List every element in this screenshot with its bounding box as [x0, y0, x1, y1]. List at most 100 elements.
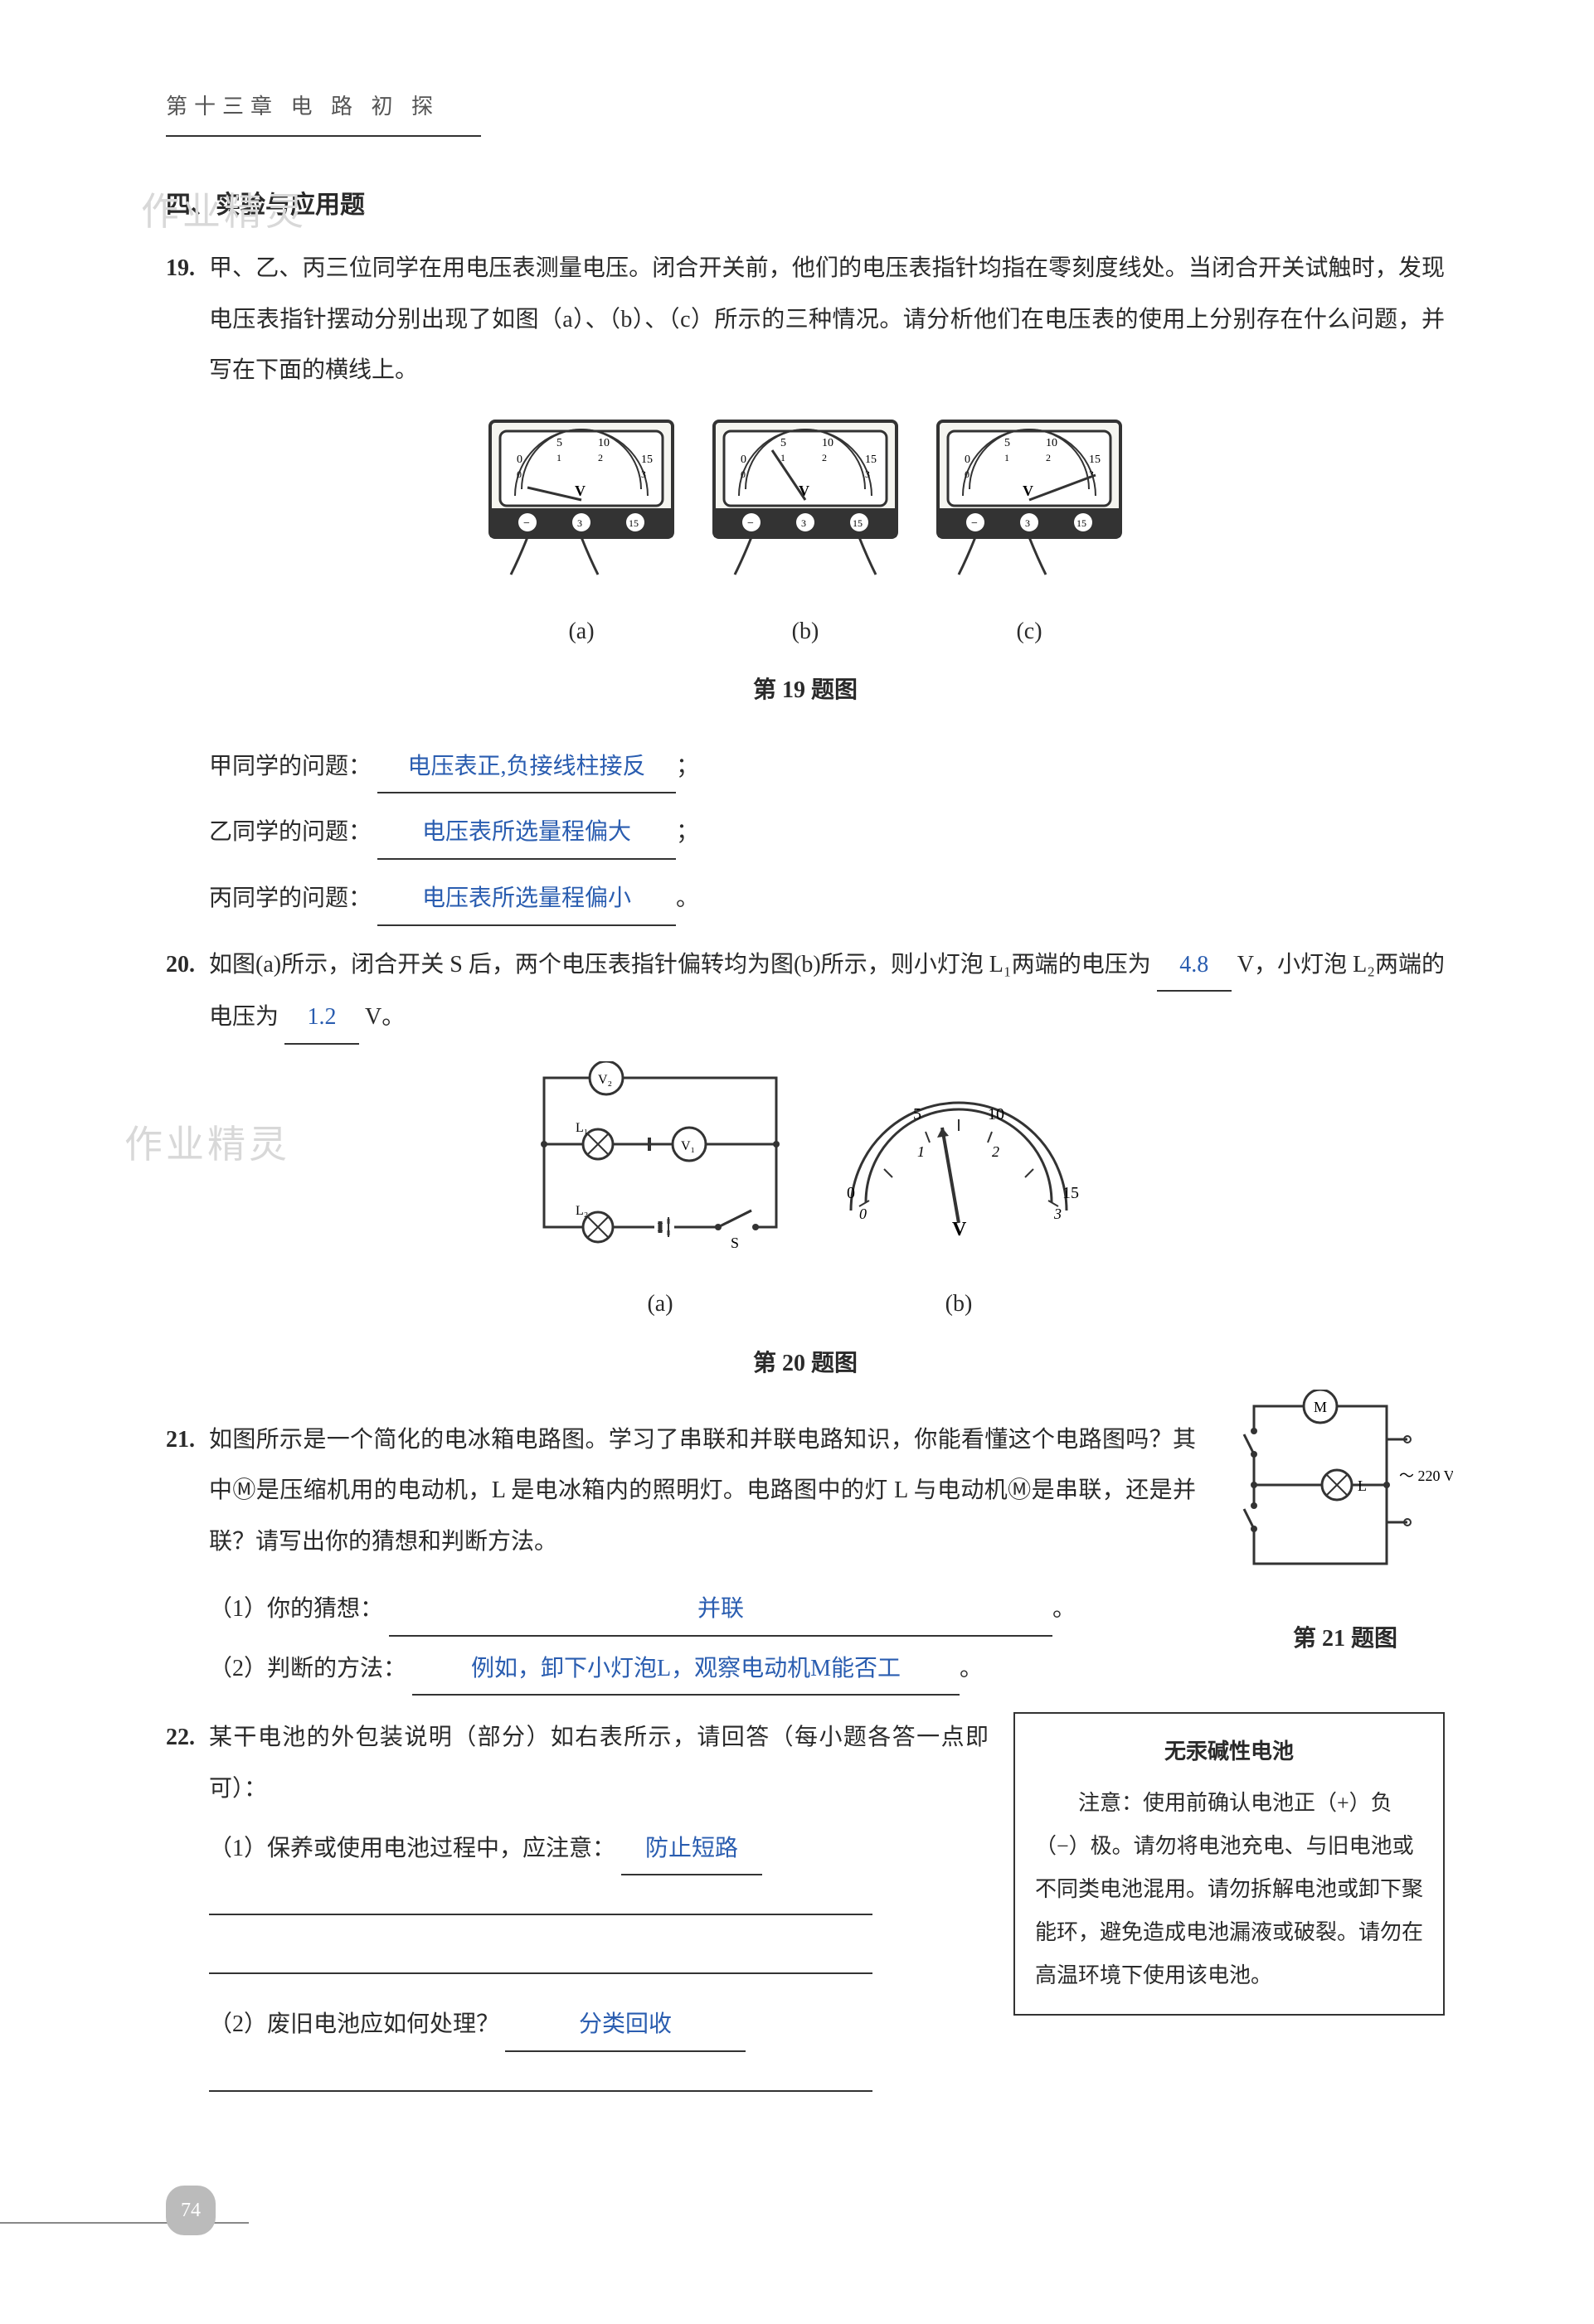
- svg-text:0: 0: [859, 1206, 867, 1222]
- svg-text:V₁: V₁: [681, 1139, 695, 1153]
- q19-a2-label: 乙同学的问题：: [209, 819, 372, 845]
- svg-text:2: 2: [822, 452, 827, 463]
- svg-text:V₂: V₂: [598, 1073, 612, 1087]
- q19-a3-label: 丙同学的问题：: [209, 885, 372, 911]
- svg-text:3: 3: [577, 517, 582, 529]
- q22-text: 某干电池的外包装说明（部分）如右表所示，请回答（每小题各答一点即可）：: [209, 1712, 989, 1814]
- svg-text:10: 10: [598, 437, 610, 449]
- page-footer: 74: [166, 2184, 1445, 2225]
- svg-text:5: 5: [556, 437, 562, 449]
- svg-text:0: 0: [965, 468, 970, 480]
- svg-text:0: 0: [741, 454, 746, 466]
- svg-text:0: 0: [517, 468, 522, 480]
- svg-text:0: 0: [517, 454, 522, 466]
- q19-answer-1: 甲同学的问题： 电压表正,负接线柱接反；: [209, 741, 1445, 794]
- page-number: 74: [166, 2186, 216, 2236]
- q22-sub2-label: （2）废旧电池应如何处理？: [209, 2011, 499, 2037]
- q22-sub1-label: （1）保养或使用电池过程中，应注意：: [209, 1836, 615, 1861]
- meter-a-label: (a): [482, 606, 681, 657]
- q22-line-3: [209, 2059, 872, 2092]
- question-20: 20. 如图(a)所示，闭合开关 S 后，两个电压表指针偏转均为图(b)所示，则…: [166, 939, 1445, 1045]
- svg-text:1: 1: [917, 1143, 925, 1160]
- q20-figure-row: V₂ V₁ L₁ L₂ S: [166, 1061, 1445, 1330]
- q22-number: 22.: [166, 1712, 209, 2117]
- chapter-header: 第十三章 电 路 初 探: [166, 83, 481, 137]
- svg-text:15: 15: [853, 517, 863, 529]
- q20-meter-b: 0 5 10 15 0 1 2 3 V (b): [826, 1061, 1091, 1330]
- svg-text:L₁: L₁: [576, 1121, 588, 1135]
- q20-caption: 第 20 题图: [166, 1338, 1445, 1390]
- q20-number: 20.: [166, 939, 209, 1045]
- svg-text:S: S: [731, 1235, 739, 1251]
- svg-text:15: 15: [1089, 454, 1101, 466]
- svg-text:−: −: [523, 517, 530, 530]
- battery-info-box: 无汞碱性电池 注意：使用前确认电池正（+）负（−）极。请勿将电池充电、与旧电池或…: [1013, 1712, 1445, 2016]
- svg-text:0: 0: [847, 1184, 855, 1202]
- q20-text-c: V。: [365, 1004, 405, 1030]
- svg-text:15: 15: [1076, 517, 1086, 529]
- svg-text:10: 10: [1046, 437, 1057, 449]
- svg-text:15: 15: [629, 517, 639, 529]
- svg-text:0: 0: [965, 454, 970, 466]
- svg-text:3: 3: [1025, 517, 1030, 529]
- voltmeter-a: 0 5 10 15 0 1 2 3 V − 3 15 (a): [482, 413, 681, 657]
- svg-text:M: M: [1314, 1399, 1327, 1415]
- svg-text:0: 0: [741, 468, 746, 480]
- meter-b-label: (b): [706, 606, 905, 657]
- svg-text:3: 3: [865, 468, 870, 480]
- q19-a1-label: 甲同学的问题：: [209, 754, 372, 779]
- q21-sub1-blank: 并联: [389, 1584, 1052, 1637]
- svg-text:10: 10: [988, 1105, 1004, 1123]
- question-19: 19. 甲、乙、丙三位同学在用电压表测量电压。闭合开关前，他们的电压表指针均指在…: [166, 243, 1445, 396]
- q19-a2-blank: 电压表所选量程偏大: [377, 807, 676, 860]
- q21-figure: M L ～ 220 V 第 21 题: [1237, 1390, 1453, 1665]
- q21-number: 21.: [166, 1414, 209, 1568]
- q19-caption: 第 19 题图: [166, 665, 1445, 716]
- q22-sub1-blank: 防止短路: [621, 1823, 762, 1876]
- q19-answer-3: 丙同学的问题： 电压表所选量程偏小。: [209, 873, 1445, 926]
- q20-fig-a-label: (a): [519, 1278, 801, 1330]
- voltmeter-c: 0 5 10 15 0 1 2 3 V − 3 15 (c): [930, 413, 1129, 657]
- svg-text:5: 5: [780, 437, 786, 449]
- svg-text:1: 1: [1004, 452, 1009, 463]
- svg-text:5: 5: [1004, 437, 1010, 449]
- svg-text:2: 2: [598, 452, 603, 463]
- q22-line-1: [209, 1882, 872, 1915]
- svg-text:−: −: [747, 517, 754, 530]
- q19-answer-2: 乙同学的问题： 电压表所选量程偏大；: [209, 807, 1445, 860]
- svg-text:−: −: [971, 517, 978, 530]
- svg-text:15: 15: [1062, 1184, 1079, 1202]
- q22-line-2: [209, 1941, 872, 1974]
- meter-c-label: (c): [930, 606, 1129, 657]
- box-title: 无汞碱性电池: [1035, 1730, 1423, 1773]
- svg-text:2: 2: [1046, 452, 1051, 463]
- svg-text:L: L: [1358, 1477, 1367, 1494]
- q21-sub1-label: （1）你的猜想：: [209, 1596, 383, 1622]
- q19-figure-row: 0 5 10 15 0 1 2 3 V − 3 15 (a) 0 5 10: [166, 413, 1445, 657]
- q22-sub1: （1）保养或使用电池过程中，应注意： 防止短路: [209, 1823, 989, 1876]
- svg-text:1: 1: [556, 452, 561, 463]
- q20-body: 如图(a)所示，闭合开关 S 后，两个电压表指针偏转均为图(b)所示，则小灯泡 …: [209, 939, 1445, 1045]
- voltmeter-b: 0 5 10 15 0 1 2 3 V − 3 15 (b): [706, 413, 905, 657]
- q22-sub2: （2）废旧电池应如何处理？ 分类回收: [209, 1999, 989, 2052]
- q19-a1-blank: 电压表正,负接线柱接反: [377, 741, 676, 794]
- svg-text:10: 10: [822, 437, 833, 449]
- q19-number: 19.: [166, 243, 209, 396]
- svg-text:～ 220 V: ～ 220 V: [1399, 1468, 1453, 1484]
- box-text: 注意：使用前确认电池正（+）负（−）极。请勿将电池充电、与旧电池或不同类电池混用…: [1035, 1782, 1423, 1997]
- svg-text:15: 15: [641, 454, 653, 466]
- svg-text:V: V: [1023, 483, 1033, 499]
- question-22: 22. 某干电池的外包装说明（部分）如右表所示，请回答（每小题各答一点即可）： …: [166, 1712, 1445, 2117]
- q20-blank-2: 1.2: [284, 992, 359, 1045]
- q21-sub2-label: （2）判断的方法：: [209, 1656, 406, 1681]
- q20-circuit-a: V₂ V₁ L₁ L₂ S: [519, 1061, 801, 1330]
- q19-text: 甲、乙、丙三位同学在用电压表测量电压。闭合开关前，他们的电压表指针均指在零刻度线…: [209, 243, 1445, 396]
- q20-text-a: 如图(a)所示，闭合开关 S 后，两个电压表指针偏转均为图(b)所示，则小灯泡 …: [209, 952, 1151, 978]
- q19-a3-blank: 电压表所选量程偏小: [377, 873, 676, 926]
- q22-sub2-blank: 分类回收: [505, 1999, 746, 2052]
- svg-text:L₂: L₂: [576, 1204, 588, 1218]
- svg-text:3: 3: [641, 468, 646, 480]
- svg-text:5: 5: [913, 1105, 921, 1123]
- section-title: 四、实验与应用题: [166, 178, 1445, 233]
- svg-text:15: 15: [865, 454, 877, 466]
